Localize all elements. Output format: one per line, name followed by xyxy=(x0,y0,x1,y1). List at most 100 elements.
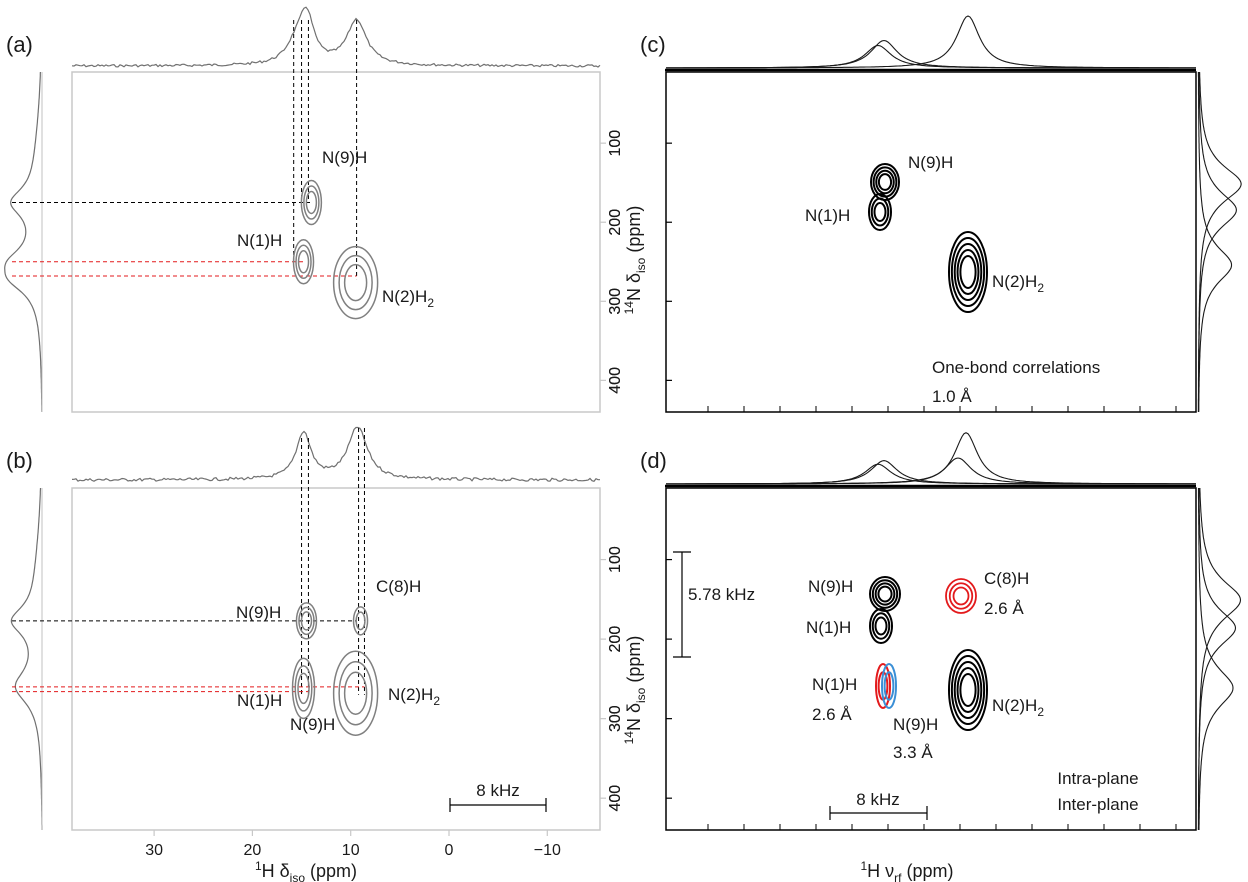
panel-a-ytick-1: 200 xyxy=(607,209,624,236)
panel-b-peak-0-level-1 xyxy=(295,602,318,640)
panel-b-xtick-0: 30 xyxy=(145,842,163,859)
panel-a-peak-2-level-1 xyxy=(332,245,379,320)
panel-a-ylabel: 14N δiso (ppm) xyxy=(622,206,648,315)
panel-d-scalebar-label: 8 kHz xyxy=(856,790,899,809)
panel-c-right-projection-3 xyxy=(1197,72,1233,413)
panel-b-xtick-1: 20 xyxy=(244,842,262,859)
panel-d-peak-2-level-1 xyxy=(945,578,977,614)
panel-c-peak-2-level-2 xyxy=(950,237,986,307)
panel-c-peak-2-level-3 xyxy=(953,243,983,301)
panel-c-label-1: N(1)H xyxy=(805,206,850,225)
panel-b-peak-1-level-2 xyxy=(355,611,366,631)
panel-d-xlabel: 1H νrf (ppm) xyxy=(860,859,953,882)
panel-a-peak-0-level-3 xyxy=(305,190,318,215)
panel-b-label-4: N(2)H2 xyxy=(388,685,440,708)
panel-c-right-projection-2 xyxy=(1197,72,1237,412)
panel-d-ylabel: 14N δiso (ppm) xyxy=(622,636,648,745)
panel-a-frame xyxy=(71,71,601,413)
panel-d-ytick-3: 400 xyxy=(607,785,624,812)
panel-d-peak-0-level-2 xyxy=(871,579,899,609)
panel-b-left-projection xyxy=(10,487,43,830)
panel-b-xtick-2: 10 xyxy=(342,842,360,859)
panel-d-vscalebar-label: 5.78 kHz xyxy=(688,585,755,604)
panel-b-frame xyxy=(71,487,601,831)
panel-d-right-projection-2 xyxy=(1197,488,1237,830)
panel-b-label-0: N(9)H xyxy=(236,603,281,622)
panel-d-peak-2-level-3 xyxy=(952,586,970,606)
panel-a-peak-2-level-2 xyxy=(338,254,373,311)
panel-d-label-2: C(8)H xyxy=(984,569,1029,588)
panel-b-xtick-4: −10 xyxy=(534,842,561,859)
panel-c-top-projection-2 xyxy=(666,44,1196,69)
panel-d-peak-5-level-5 xyxy=(959,673,977,707)
panel-c-peak-0-level-4 xyxy=(877,173,893,191)
panel-a-peak-1-level-1 xyxy=(292,239,315,285)
panel-b-letter: (b) xyxy=(6,448,33,473)
panel-b-ytick-0: 100 xyxy=(607,546,624,573)
panel-d-top-projection-4 xyxy=(666,457,1196,485)
panel-d-letter: (d) xyxy=(640,448,667,473)
panel-d-peak-4-level-2 xyxy=(883,671,895,701)
panel-d-peak-1 xyxy=(869,608,893,644)
panel-d-peak-0 xyxy=(869,576,901,612)
panel-b-scalebar-label: 8 kHz xyxy=(476,781,519,800)
panel-a-label-1: N(1)H xyxy=(237,231,282,250)
panel-d-ytick-2: 300 xyxy=(607,705,624,732)
panel-d-peak-1-level-2 xyxy=(871,612,891,640)
panel-c-peak-1-level-3 xyxy=(873,202,887,222)
panel-b-peak-2-level-3 xyxy=(297,672,310,705)
panel-c-ytick-0: 100 xyxy=(607,130,624,157)
panel-a-peak-0-level-2 xyxy=(303,185,320,220)
panel-a-ytick-3: 400 xyxy=(607,367,624,394)
panel-c-ytick-1: 200 xyxy=(607,209,624,236)
panel-d-peak-5-level-2 xyxy=(950,655,986,725)
panel-c-peak-2-level-1 xyxy=(948,231,988,313)
panel-d-top-projection-3 xyxy=(666,432,1196,485)
panel-d-ytick-1: 200 xyxy=(607,626,624,653)
panel-d-label-2-dist: 2.6 Å xyxy=(984,599,1024,618)
panel-c-annotation-2: 1.0 Å xyxy=(932,387,972,406)
panel-c-peak-1 xyxy=(868,193,892,231)
panel-d-top-projection-1 xyxy=(666,460,1196,485)
panel-b-peak-0 xyxy=(295,602,318,640)
panel-a: (a) 100 200 300 400 14N δiso (ppm) N(9)H N(1)H N… xyxy=(4,6,648,413)
panel-c-annotation-1: One-bond correlations xyxy=(932,358,1100,377)
panel-a-peak-0-level-1 xyxy=(300,179,323,226)
panel-b-peak-4-level-2 xyxy=(338,660,373,726)
panel-d-right-projection-1 xyxy=(1197,488,1242,830)
panel-b-top-projection xyxy=(71,426,600,482)
panel-c-peak-2 xyxy=(948,231,988,313)
panel-b-peak-4 xyxy=(332,650,379,736)
panel-b-peak-0-level-2 xyxy=(298,606,315,636)
panel-d-label-3-dist: 2.6 Å xyxy=(812,705,852,724)
panel-c-peak-2-level-4 xyxy=(956,249,980,295)
panel-a-peak-1-level-2 xyxy=(295,244,312,280)
panel-c-frame xyxy=(665,71,1197,413)
panel-c-right-projection-1 xyxy=(1197,71,1242,412)
panel-b-peak-2-level-1 xyxy=(291,657,316,720)
panel-b-peak-2 xyxy=(291,657,316,720)
panel-d-peak-5-level-3 xyxy=(953,661,983,719)
panel-d-peak-4 xyxy=(881,663,897,709)
panel-a-left-projection xyxy=(4,71,43,413)
panel-c-peak-2-level-5 xyxy=(959,255,977,289)
panel-d-top-projection-2 xyxy=(666,463,1197,485)
panel-b-label-1: C(8)H xyxy=(376,577,421,596)
panel-d-label-3: N(1)H xyxy=(812,675,857,694)
panel-d-ytick-0: 100 xyxy=(607,546,624,573)
panel-d-label-1: N(1)H xyxy=(806,618,851,637)
panel-d-label-0: N(9)H xyxy=(808,577,853,596)
panel-b-peak-4-level-1 xyxy=(332,650,379,736)
panel-d-label-4-dist: 3.3 Å xyxy=(893,743,933,762)
panel-b-ytick-3: 400 xyxy=(607,785,624,812)
panel-a-ytick-2: 300 xyxy=(607,288,624,315)
panel-d-right-projection-3 xyxy=(1197,488,1234,830)
panel-a-peak-1-level-3 xyxy=(297,250,310,274)
panel-d-peak-5 xyxy=(948,649,988,731)
panel-d-frame xyxy=(665,487,1197,831)
panel-a-peak-0 xyxy=(300,179,323,226)
panel-b-ytick-2: 300 xyxy=(607,705,624,732)
panel-b-peak-1-level-1 xyxy=(352,606,369,636)
